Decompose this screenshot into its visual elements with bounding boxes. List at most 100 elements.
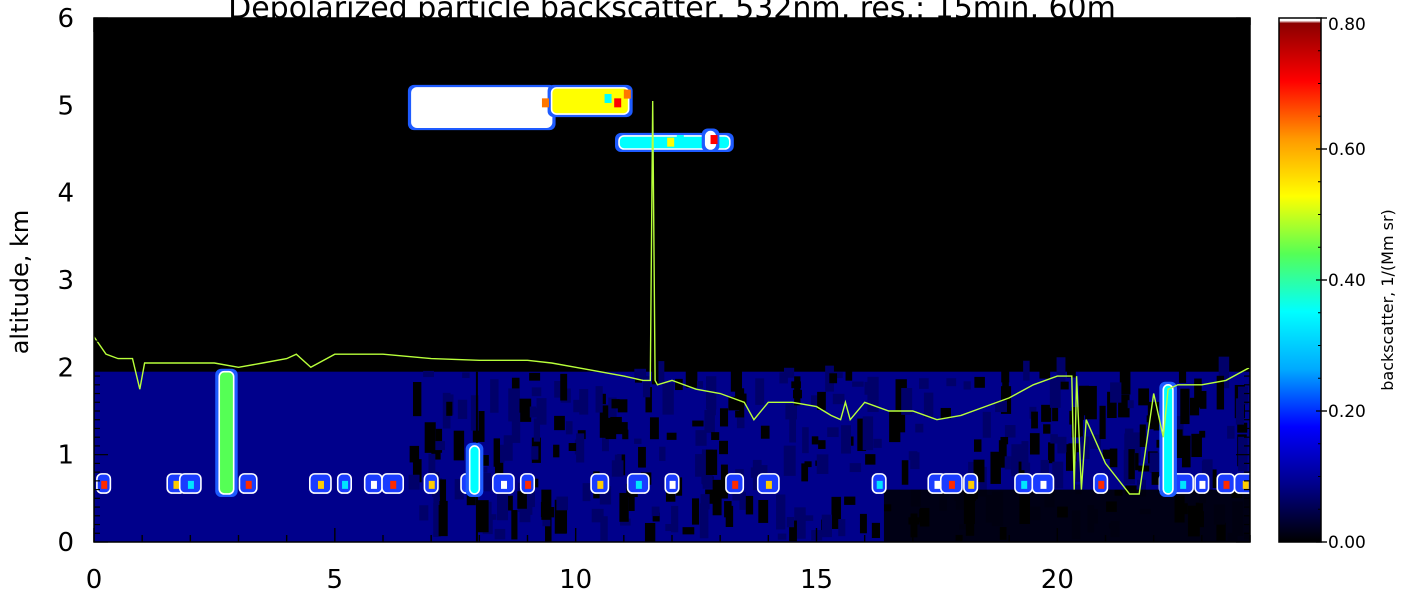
texture-cell [1138, 388, 1149, 406]
texture-cell [644, 522, 656, 542]
texture-cell [783, 367, 795, 378]
texture-cell [712, 479, 722, 516]
texture-cell [862, 416, 874, 451]
texture-cell [750, 467, 757, 478]
texture-cell [438, 500, 448, 537]
texture-cell [1000, 386, 1012, 414]
colorbar-tick-label: 0.60 [1328, 140, 1366, 160]
texture-cell [794, 507, 806, 539]
low-cloud-core [597, 480, 604, 489]
texture-cell [599, 393, 606, 405]
texture-cell [657, 361, 665, 385]
texture-cell [963, 381, 971, 390]
texture-cell [720, 464, 728, 499]
texture-cell [1099, 405, 1106, 440]
texture-cell [428, 453, 436, 476]
texture-cell [439, 479, 447, 511]
texture-cell [745, 495, 754, 515]
texture-cell [789, 408, 797, 443]
texture-cell [1138, 465, 1150, 472]
low-cloud-core [948, 480, 955, 489]
texture-cell [1029, 433, 1040, 455]
texture-cell [462, 372, 470, 379]
texture-cell [973, 459, 985, 483]
texture-cell [699, 503, 709, 539]
y-tick-label: 4 [57, 179, 74, 209]
colorbar: 0.00 0.20 0.40 0.60 0.80 [1278, 15, 1366, 553]
cloud-core [623, 89, 631, 99]
low-cloud-core [1199, 480, 1206, 489]
texture-cell [1010, 456, 1019, 474]
texture-cell [493, 438, 501, 467]
texture-cell [1147, 401, 1160, 430]
texture-cell [700, 494, 710, 510]
texture-cell [494, 528, 506, 540]
texture-cell [705, 489, 716, 504]
texture-cell [659, 446, 666, 461]
texture-cell [1191, 433, 1202, 458]
texture-cell [576, 433, 585, 463]
series-line [94, 100, 1250, 495]
texture-cell [466, 495, 476, 506]
x-tick-label: 15 [800, 565, 833, 595]
texture-cell [777, 533, 787, 540]
low-cloud-core [370, 480, 377, 489]
texture-cell [1004, 456, 1011, 470]
y-tick-label: 1 [57, 441, 74, 471]
texture-cell [1178, 356, 1187, 383]
texture-cell [435, 428, 443, 453]
colorbar-tick-label: 0.80 [1328, 15, 1366, 35]
texture-cell [1110, 382, 1122, 403]
texture-cell [1052, 407, 1059, 422]
low-cloud-core [1242, 480, 1249, 489]
texture-cell [409, 445, 420, 463]
texture-cell [910, 452, 920, 470]
texture-cell [1199, 430, 1206, 438]
texture-cell [1043, 424, 1051, 434]
texture-cell [665, 524, 674, 532]
texture-cell [1127, 400, 1134, 409]
texture-cell [1085, 385, 1097, 420]
texture-cell [692, 420, 704, 427]
x-tick-label: 10 [559, 565, 592, 595]
low-cloud-core [669, 480, 676, 489]
texture-cell [841, 425, 851, 454]
texture-cell [560, 373, 568, 401]
texture-cell [481, 472, 492, 492]
texture-cell [838, 519, 846, 537]
texture-cell [408, 474, 420, 490]
texture-cell [832, 393, 845, 405]
texture-cell [531, 446, 539, 460]
y-tick-label: 0 [57, 528, 74, 558]
texture-cell [528, 486, 535, 508]
texture-cell [1039, 357, 1051, 379]
texture-cell [1139, 424, 1146, 448]
texture-cell [1071, 407, 1083, 438]
texture-cell [412, 382, 422, 417]
cloud-feature [407, 84, 556, 131]
texture-cell [739, 492, 746, 510]
texture-cell [908, 451, 918, 460]
texture-cell [524, 401, 531, 418]
colorbar-tick-label: 0.00 [1328, 533, 1366, 553]
low-cloud-core [501, 480, 508, 489]
low-cloud-core [187, 480, 194, 489]
texture-cell [457, 399, 468, 419]
texture-cell [1218, 356, 1230, 389]
texture-cell [821, 514, 832, 538]
texture-cell [497, 493, 509, 521]
texture-cell [662, 382, 674, 415]
x-tick-label: 0 [86, 565, 103, 595]
low-cloud-core [732, 480, 739, 489]
texture-cell [1048, 442, 1055, 464]
texture-cell [529, 406, 537, 418]
texture-cell [901, 388, 913, 415]
texture-cell [423, 370, 434, 378]
texture-cell [1238, 386, 1248, 405]
texture-cell [833, 372, 843, 379]
texture-cell [871, 522, 880, 539]
texture-cell [599, 486, 612, 505]
texture-cell [614, 454, 622, 462]
texture-cell [535, 407, 543, 418]
